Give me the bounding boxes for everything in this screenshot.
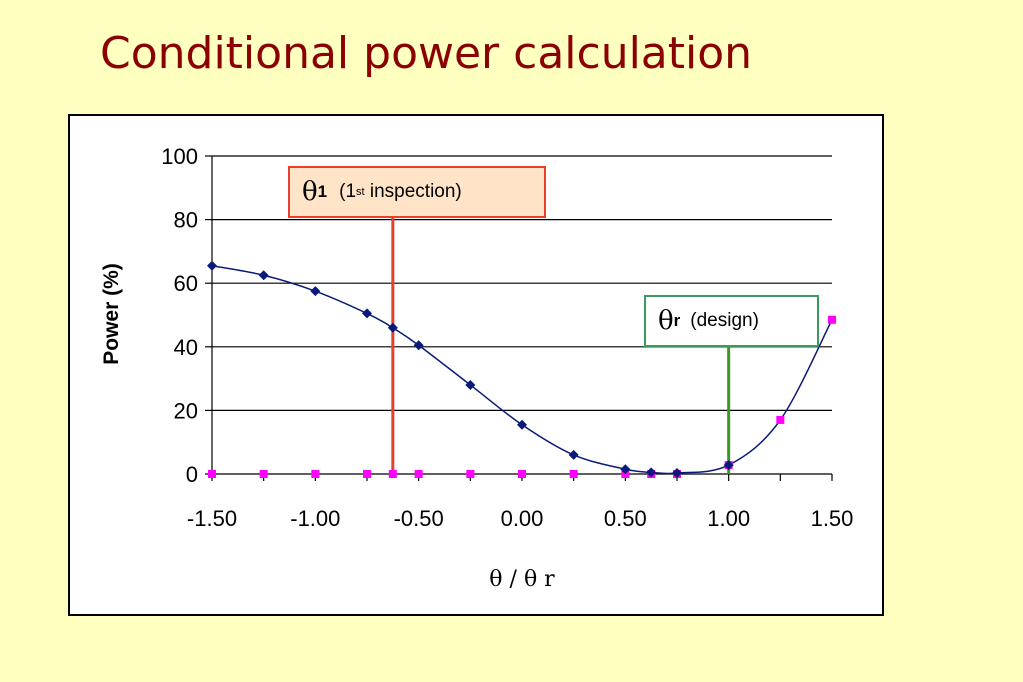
x-tick-label: -1.50 [187, 506, 237, 531]
magenta-point [466, 470, 475, 478]
blue-point [465, 379, 476, 390]
y-tick-label: 0 [186, 462, 198, 487]
blue-point [362, 308, 372, 319]
blue-point [258, 270, 269, 281]
x-tick-label: 0.00 [501, 506, 544, 531]
tick-labels: 0 20 40 60 80 100 -1.50 -1.00 -0.50 0.00 0.50 1.00 1… [161, 144, 853, 531]
blue-point [517, 419, 527, 430]
magenta-point [259, 470, 268, 478]
y-axis-title: Power (%) [100, 263, 123, 365]
blue-point [207, 260, 217, 271]
magenta-point [828, 315, 836, 324]
y-tick-label: 80 [174, 208, 198, 233]
magenta-point [208, 470, 216, 478]
theta1-rest: inspection) [364, 181, 462, 202]
blue-point [310, 286, 321, 297]
y-tick-label: 60 [174, 271, 198, 296]
magenta-point [311, 470, 320, 478]
slide-title: Conditional power calculation [100, 28, 753, 79]
magenta-point [414, 470, 423, 478]
thetar-text: (design) [690, 310, 759, 331]
series-layer [207, 260, 836, 479]
blue-point [646, 467, 657, 478]
magenta-point [569, 470, 578, 478]
x-tick-label: -0.50 [394, 506, 444, 531]
thetar-symbol: θ [658, 306, 674, 336]
theta1-paren: (1 [339, 181, 357, 202]
thetar-subscript: r [673, 311, 681, 330]
y-tick-label: 100 [161, 144, 198, 169]
thetar-callout: θ r (design) [644, 295, 819, 347]
theta1-callout: θ 1 (1 st inspection) [288, 166, 546, 218]
x-tick-label: 0.50 [604, 506, 647, 531]
blue-point [620, 464, 631, 475]
x-tick-label: 1.50 [811, 506, 854, 531]
magenta-point [776, 415, 785, 424]
theta1-subscript: 1 [317, 182, 328, 201]
y-tick-label: 40 [174, 335, 198, 360]
theta1-sup: st [356, 186, 365, 198]
y-tick-label: 20 [174, 398, 198, 423]
reference-lines [391, 217, 731, 474]
magenta-point [518, 470, 526, 478]
blue-point [413, 340, 424, 351]
magenta-point [388, 470, 397, 478]
theta1-symbol: θ [302, 177, 318, 207]
x-axis-title: θ / θ r [489, 567, 555, 592]
blue-point [568, 449, 579, 460]
blue-point [672, 468, 682, 479]
blue-point [387, 322, 398, 333]
x-tick-label: -1.00 [290, 506, 340, 531]
x-tick-label: 1.00 [707, 506, 750, 531]
magenta-point [363, 470, 371, 478]
blue-point [723, 460, 734, 471]
